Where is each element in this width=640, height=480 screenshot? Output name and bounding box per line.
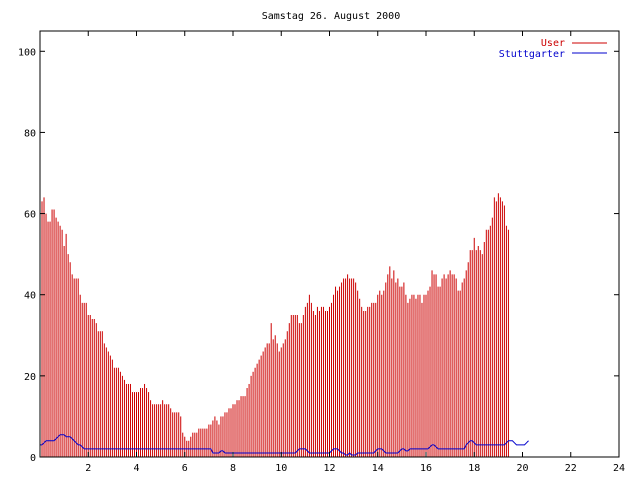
x-tick-label: 14	[372, 463, 384, 474]
x-tick-label: 18	[468, 463, 480, 474]
x-tick-label: 22	[565, 463, 577, 474]
stuttgarter-line	[40, 434, 529, 456]
y-tick-label: 60	[24, 210, 36, 221]
stuttgarter-series-line	[40, 434, 529, 456]
y-tick-label: 80	[24, 128, 36, 139]
legend: User Stuttgarter	[499, 38, 607, 60]
legend-label-user: User	[541, 38, 565, 49]
x-tick-label: 10	[275, 463, 287, 474]
x-tick-label: 16	[420, 463, 432, 474]
x-tick-label: 24	[613, 463, 625, 474]
y-tick-label: 40	[24, 291, 36, 302]
x-tick-label: 2	[85, 463, 91, 474]
y-tick-label: 20	[24, 372, 36, 383]
y-tick-label: 100	[18, 47, 36, 58]
user-bars	[39, 193, 509, 457]
legend-label-stuttgarter: Stuttgarter	[499, 49, 565, 60]
x-tick-label: 12	[323, 463, 335, 474]
y-tick-label: 0	[30, 453, 36, 464]
x-tick-label: 6	[182, 463, 188, 474]
x-tick-label: 4	[133, 463, 139, 474]
x-tick-label: 20	[516, 463, 528, 474]
chart-title: Samstag 26. August 2000	[262, 11, 400, 22]
x-tick-label: 8	[230, 463, 236, 474]
